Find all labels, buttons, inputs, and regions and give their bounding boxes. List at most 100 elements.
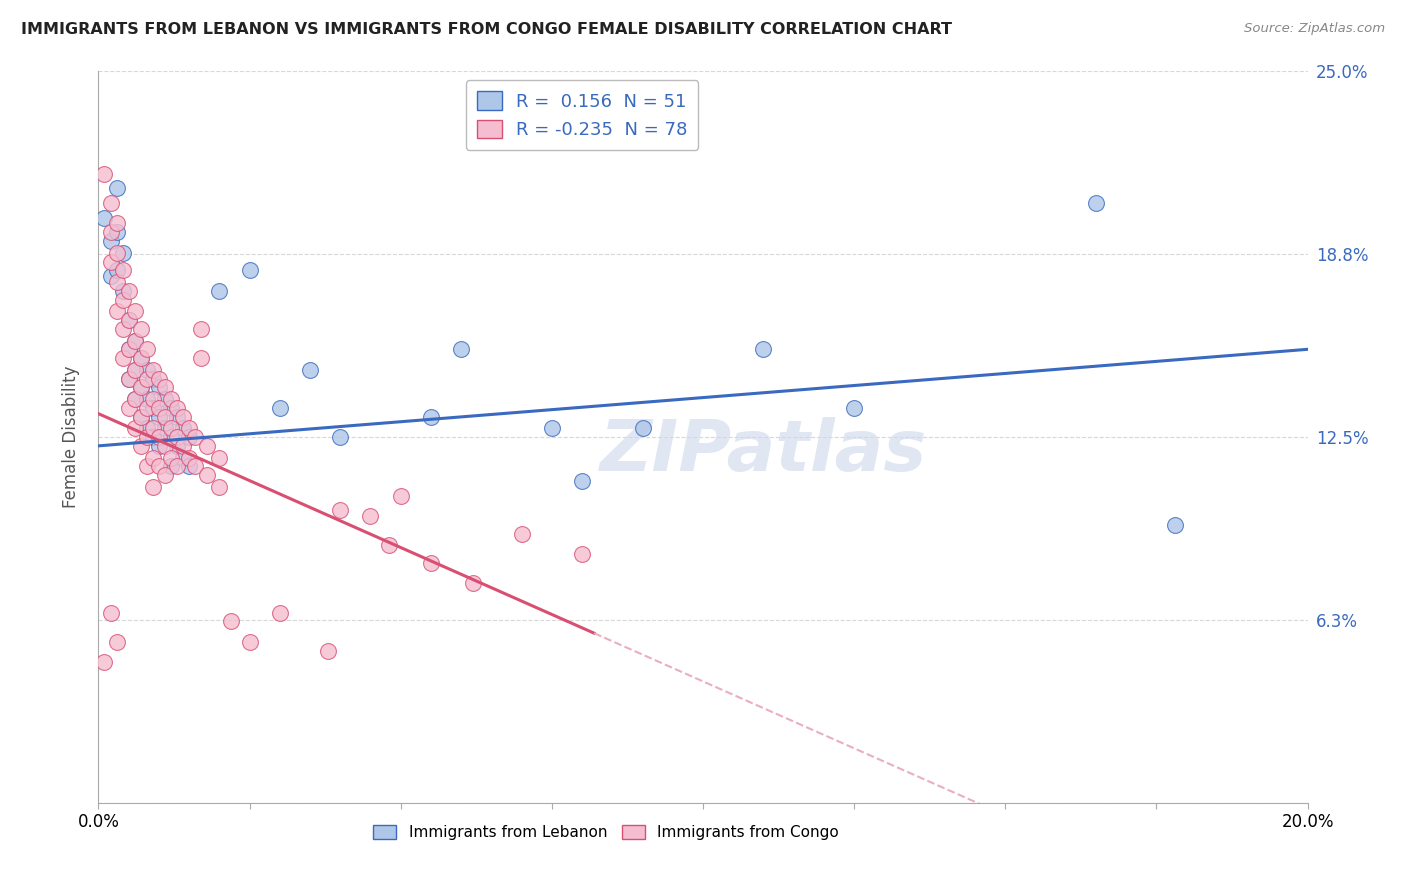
Point — [208, 284, 231, 298]
Legend: Immigrants from Lebanon, Immigrants from Congo: Immigrants from Lebanon, Immigrants from… — [367, 819, 845, 847]
Point — [142, 450, 165, 465]
Point — [118, 371, 141, 385]
Point — [135, 343, 157, 357]
Point — [148, 409, 170, 424]
Point — [269, 606, 291, 620]
Point — [184, 430, 207, 444]
Point — [105, 304, 128, 318]
Point — [166, 401, 188, 415]
Y-axis label: Female Disability: Female Disability — [62, 366, 80, 508]
Point — [111, 322, 134, 336]
Point — [124, 363, 146, 377]
Point — [179, 421, 201, 435]
Point — [135, 430, 157, 444]
Point — [129, 439, 152, 453]
Point — [129, 351, 152, 365]
Point — [377, 538, 399, 552]
Point — [329, 430, 352, 444]
Point — [1163, 517, 1185, 532]
Point — [360, 509, 382, 524]
Point — [129, 380, 152, 394]
Point — [269, 401, 291, 415]
Point — [190, 351, 212, 365]
Point — [179, 459, 201, 474]
Point — [100, 254, 122, 268]
Point — [105, 263, 128, 277]
Point — [752, 343, 775, 357]
Point — [148, 439, 170, 453]
Point — [316, 643, 339, 657]
Point — [184, 459, 207, 474]
Point — [153, 468, 176, 483]
Point — [100, 269, 122, 284]
Text: IMMIGRANTS FROM LEBANON VS IMMIGRANTS FROM CONGO FEMALE DISABILITY CORRELATION C: IMMIGRANTS FROM LEBANON VS IMMIGRANTS FR… — [21, 22, 952, 37]
Point — [118, 401, 141, 415]
Point — [129, 322, 152, 336]
Point — [142, 401, 165, 415]
Point — [844, 401, 866, 415]
Point — [195, 468, 218, 483]
Point — [111, 245, 134, 260]
Point — [389, 489, 412, 503]
Point — [129, 409, 152, 424]
Point — [111, 284, 134, 298]
Point — [208, 450, 231, 465]
Point — [135, 371, 157, 385]
Point — [124, 304, 146, 318]
Point — [148, 459, 170, 474]
Point — [160, 392, 183, 406]
Point — [153, 409, 176, 424]
Point — [420, 409, 443, 424]
Point — [148, 401, 170, 415]
Point — [100, 234, 122, 248]
Point — [179, 450, 201, 465]
Point — [142, 430, 165, 444]
Point — [124, 334, 146, 348]
Point — [118, 313, 141, 327]
Point — [105, 217, 128, 231]
Point — [329, 503, 352, 517]
Point — [420, 556, 443, 570]
Point — [105, 635, 128, 649]
Point — [148, 430, 170, 444]
Point — [93, 656, 115, 670]
Point — [239, 635, 262, 649]
Point — [540, 421, 562, 435]
Point — [124, 392, 146, 406]
Point — [135, 459, 157, 474]
Point — [166, 430, 188, 444]
Point — [105, 225, 128, 239]
Point — [190, 322, 212, 336]
Point — [463, 576, 485, 591]
Point — [160, 459, 183, 474]
Point — [148, 371, 170, 385]
Point — [118, 284, 141, 298]
Point — [100, 606, 122, 620]
Point — [450, 343, 472, 357]
Point — [93, 211, 115, 225]
Point — [1085, 196, 1108, 211]
Point — [571, 474, 593, 488]
Point — [135, 421, 157, 435]
Point — [153, 380, 176, 394]
Point — [195, 439, 218, 453]
Point — [172, 409, 194, 424]
Point — [172, 421, 194, 435]
Point — [129, 380, 152, 394]
Text: Source: ZipAtlas.com: Source: ZipAtlas.com — [1244, 22, 1385, 36]
Point — [172, 439, 194, 453]
Point — [100, 196, 122, 211]
Point — [166, 409, 188, 424]
Point — [571, 547, 593, 561]
Point — [153, 421, 176, 435]
Point — [208, 480, 231, 494]
Point — [105, 245, 128, 260]
Point — [118, 343, 141, 357]
Point — [118, 371, 141, 385]
Point — [135, 401, 157, 415]
Point — [105, 275, 128, 289]
Text: ZIPatlas: ZIPatlas — [600, 417, 927, 486]
Point — [153, 392, 176, 406]
Point — [105, 181, 128, 195]
Point — [510, 526, 533, 541]
